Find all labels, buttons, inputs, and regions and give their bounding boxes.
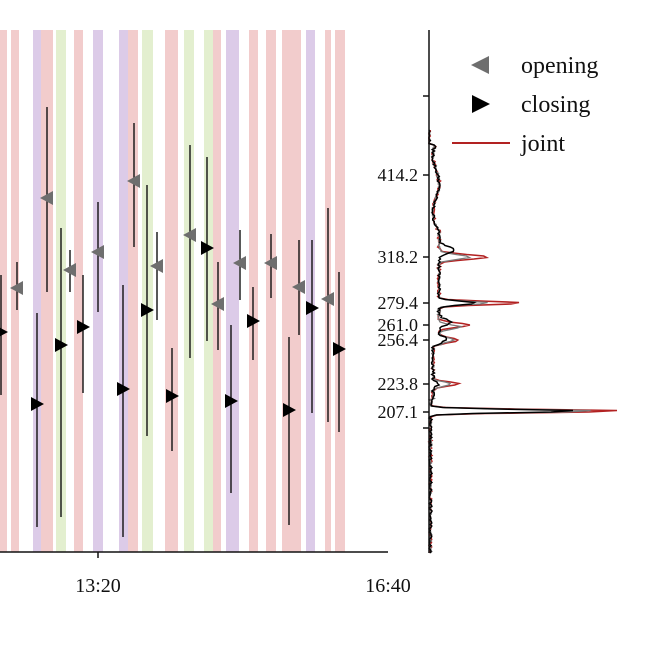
closing-marker-9 — [247, 314, 260, 328]
x-tick-label-1: 13:20 — [75, 575, 121, 597]
y-tick-label-3: 261.0 — [378, 315, 419, 335]
opening-marker-11 — [321, 292, 334, 306]
y-tick-label-1: 318.2 — [378, 247, 419, 267]
opening-marker-8 — [233, 256, 246, 270]
opening-marker-5 — [150, 259, 163, 273]
band-red-13 — [213, 30, 221, 552]
band-red-0 — [0, 30, 7, 552]
y-tick-label-0: 414.2 — [378, 165, 419, 185]
band-purple-2 — [33, 30, 41, 552]
closing-marker-2 — [55, 338, 68, 352]
opening-marker-1 — [40, 191, 53, 205]
band-red-8 — [128, 30, 138, 552]
opening-marker-0 — [10, 281, 23, 295]
closing-marker-7 — [201, 241, 214, 255]
closing-marker-11 — [306, 301, 319, 315]
closing-density-line — [427, 129, 574, 554]
markers — [0, 174, 346, 417]
y-tick-label-5: 223.8 — [378, 374, 419, 394]
opening-marker-3 — [91, 245, 104, 259]
legend-closing-label: closing — [521, 92, 590, 118]
closing-marker-6 — [166, 389, 179, 403]
x-tick-label-2: 16:40 — [365, 575, 411, 597]
y-tick-label-4: 256.4 — [378, 330, 419, 350]
closing-marker-0 — [0, 327, 8, 337]
closing-marker-1 — [31, 397, 44, 411]
band-green-11 — [184, 30, 194, 552]
band-red-5 — [74, 30, 83, 552]
closing-marker-12 — [333, 342, 346, 356]
y-tick-label-6: 207.1 — [378, 402, 419, 422]
joint-density-line — [427, 129, 618, 554]
band-red-17 — [282, 30, 301, 552]
opening-marker-6 — [183, 228, 196, 242]
density-curves — [427, 129, 618, 554]
opening-marker-7 — [211, 297, 224, 311]
closing-marker-10 — [283, 403, 296, 417]
closing-marker-5 — [141, 303, 154, 317]
opening-marker-9 — [264, 256, 277, 270]
band-red-10 — [165, 30, 178, 552]
legend: opening closing joint — [452, 53, 598, 157]
y-tick-label-2: 279.4 — [378, 293, 419, 313]
background-bands — [0, 30, 345, 552]
band-red-20 — [335, 30, 345, 552]
band-red-1 — [11, 30, 19, 552]
closing-marker-3 — [77, 320, 90, 334]
closing-marker-8 — [225, 394, 238, 408]
closing-marker-4 — [117, 382, 130, 396]
opening-marker-2 — [63, 263, 76, 277]
legend-opening-label: opening — [521, 53, 598, 79]
band-purple-14 — [226, 30, 239, 552]
band-green-12 — [204, 30, 213, 552]
band-purple-18 — [306, 30, 315, 552]
opening-marker-4 — [127, 174, 140, 188]
legend-opening-marker — [471, 56, 489, 74]
opening-marker-10 — [292, 280, 305, 294]
legend-joint-label: joint — [520, 131, 565, 157]
legend-closing-marker — [472, 95, 490, 113]
